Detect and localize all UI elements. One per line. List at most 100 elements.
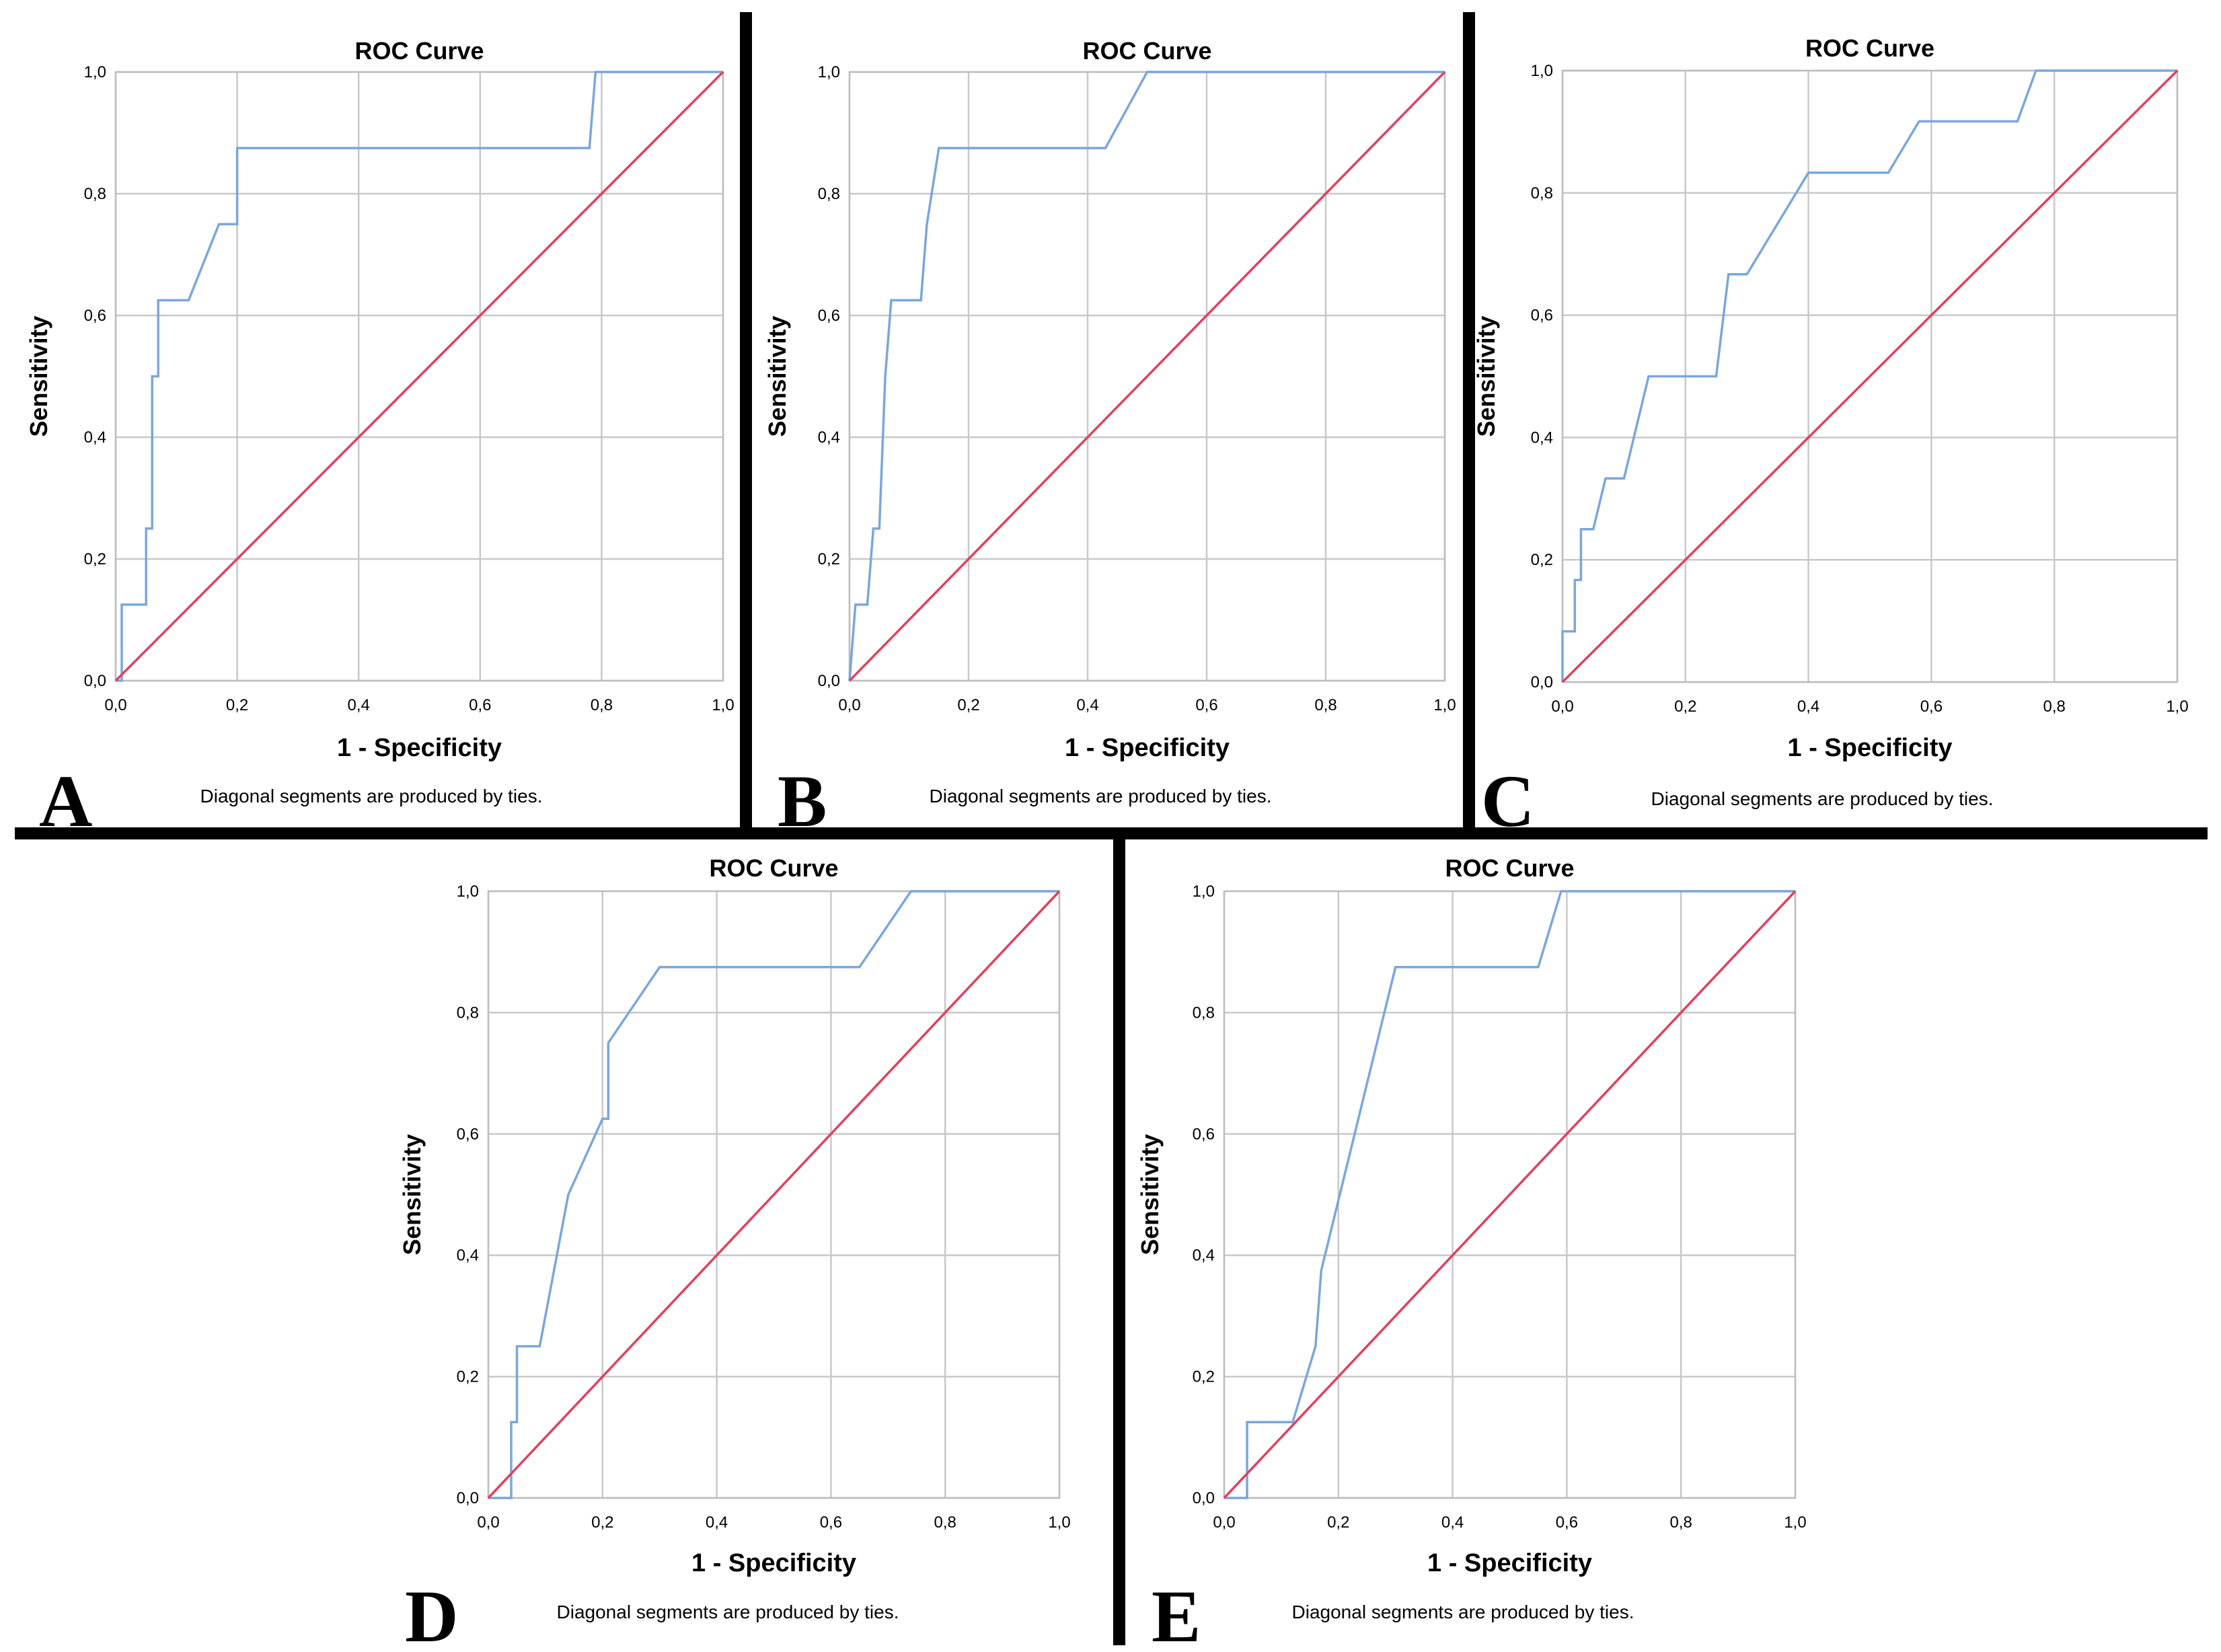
- x-tick-label: 0,2: [1674, 698, 1696, 716]
- y-tick-label: 0,4: [84, 428, 106, 447]
- y-tick-label: 1,0: [1193, 883, 1215, 901]
- ties-footnote: Diagonal segments are produced by ties.: [1292, 1602, 1634, 1622]
- x-tick-label: 0,6: [820, 1513, 842, 1532]
- ties-footnote: Diagonal segments are produced by ties.: [930, 786, 1272, 806]
- divider-vertical-top-left: [740, 12, 752, 827]
- chart-title: ROC Curve: [1445, 854, 1574, 882]
- roc-curve-line: [488, 890, 1059, 1499]
- x-tick-label: 0,0: [104, 696, 126, 714]
- y-tick-label: 0,0: [1193, 1489, 1215, 1507]
- divider-vertical-bottom: [1113, 839, 1125, 1645]
- y-tick-label: 0,8: [1531, 184, 1553, 202]
- roc-curve-line: [848, 71, 1445, 681]
- x-tick-label: 0,0: [1551, 698, 1573, 716]
- panel-letter: B: [778, 760, 827, 842]
- y-axis-label: Sensitivity: [25, 315, 52, 437]
- chart-title: ROC Curve: [1082, 37, 1211, 65]
- panel-d: 0,0 0,2 0,4 0,6 0,8 1,0 0,0 0,2 0,4 0,6 0,8 1,0 ROC …: [398, 854, 1071, 1652]
- panel-b: 0,0 0,2 0,4 0,6 0,8 1,0 0,0 0,2 0,4 0,6 0,8 1,0 ROC …: [763, 37, 1456, 842]
- y-tick-label: 0,6: [1531, 307, 1553, 325]
- y-tick-label: 0,0: [1531, 673, 1553, 691]
- plot-frame: [1223, 890, 1797, 1499]
- panel-letter: E: [1152, 1575, 1201, 1652]
- y-tick-label: 0,4: [457, 1246, 479, 1265]
- x-tick-label: 0,0: [477, 1513, 499, 1532]
- x-tick-label: 0,4: [348, 696, 370, 714]
- x-tick-label: 0,0: [1213, 1513, 1235, 1532]
- x-tick-label: 0,2: [226, 696, 248, 714]
- x-tick-label: 0,6: [1556, 1513, 1578, 1532]
- ties-footnote: Diagonal segments are produced by ties.: [1651, 788, 1994, 809]
- panel-e: 0,0 0,2 0,4 0,6 0,8 1,0 0,0 0,2 0,4 0,6 0,8 1,0 ROC …: [1136, 854, 1807, 1652]
- y-tick-label: 0,6: [818, 307, 840, 325]
- reference-line: [1223, 890, 1797, 1499]
- x-tick-label: 0,6: [1920, 698, 1943, 716]
- x-tick-label: 0,4: [1441, 1513, 1464, 1532]
- y-tick-label: 0,2: [457, 1368, 479, 1386]
- x-tick-label: 1,0: [1433, 696, 1456, 714]
- y-tick-label: 0,4: [818, 428, 840, 447]
- chart-title: ROC Curve: [354, 37, 484, 65]
- y-tick-label: 0,8: [818, 185, 840, 203]
- reference-line: [487, 890, 1061, 1499]
- x-tick-label: 0,6: [1195, 696, 1217, 714]
- x-tick-label: 1,0: [712, 696, 734, 714]
- panel-letter: C: [1481, 760, 1534, 842]
- y-tick-label: 0,2: [1193, 1368, 1215, 1386]
- roc-curve-line: [1561, 69, 2177, 682]
- ties-footnote: Diagonal segments are produced by ties.: [200, 786, 543, 806]
- x-tick-label: 0,8: [591, 696, 613, 714]
- x-tick-label: 1,0: [1784, 1513, 1806, 1532]
- plot-frame: [1561, 69, 2179, 683]
- y-tick-label: 0,0: [457, 1489, 479, 1507]
- plot-frame: [487, 890, 1061, 1499]
- chart-title: ROC Curve: [709, 854, 838, 882]
- chart-title: ROC Curve: [1805, 34, 1934, 62]
- x-axis-label: 1 - Specificity: [1788, 734, 1953, 762]
- plot-frame: [114, 71, 724, 682]
- x-axis-label: 1 - Specificity: [337, 734, 502, 762]
- x-tick-label: 0,4: [1797, 698, 1819, 716]
- reference-line: [114, 71, 724, 682]
- y-axis-label: Sensitivity: [1472, 315, 1500, 437]
- x-tick-label: 0,8: [934, 1513, 956, 1532]
- y-tick-label: 0,6: [1193, 1125, 1215, 1143]
- x-tick-label: 0,4: [1076, 696, 1098, 714]
- x-axis-label: 1 - Specificity: [1065, 734, 1230, 762]
- x-tick-label: 0,2: [1327, 1513, 1349, 1532]
- y-tick-label: 0,4: [1531, 428, 1553, 447]
- x-axis-label: 1 - Specificity: [1427, 1549, 1592, 1577]
- y-tick-label: 1,0: [84, 63, 106, 81]
- panel-c: 0,0 0,2 0,4 0,6 0,8 1,0 0,0 0,2 0,4 0,6 0,8 1,0 ROC …: [1472, 34, 2189, 842]
- divider-vertical-top-right: [1463, 12, 1475, 827]
- reference-line: [1561, 69, 2179, 683]
- x-tick-label: 1,0: [2166, 698, 2188, 716]
- y-tick-label: 0,4: [1193, 1246, 1215, 1265]
- y-tick-label: 0,6: [84, 307, 106, 325]
- y-axis-label: Sensitivity: [763, 315, 791, 437]
- divider-horizontal-middle: [15, 827, 2208, 839]
- panel-a: 0,0 0,2 0,4 0,6 0,8 1,0 0,0 0,2 0,4 0,6 0,8 1,0 ROC …: [25, 37, 735, 842]
- panel-letter: A: [39, 760, 92, 842]
- panel-dividers: [15, 12, 2208, 1645]
- y-tick-label: 1,0: [457, 883, 479, 901]
- x-tick-label: 0,8: [2043, 698, 2066, 716]
- panel-letter: D: [405, 1575, 458, 1652]
- x-tick-label: 0,8: [1670, 1513, 1692, 1532]
- y-axis-label: Sensitivity: [398, 1134, 426, 1255]
- y-tick-label: 1,0: [1531, 62, 1553, 80]
- panels: 0,0 0,2 0,4 0,6 0,8 1,0 0,0 0,2 0,4 0,6 0,8 1,0 ROC …: [25, 34, 2189, 1652]
- y-tick-label: 0,8: [457, 1004, 479, 1022]
- roc-curve-line: [116, 71, 723, 682]
- y-tick-label: 0,2: [84, 550, 106, 568]
- y-tick-label: 1,0: [818, 63, 840, 81]
- y-tick-label: 0,8: [84, 185, 106, 203]
- y-tick-label: 0,8: [1193, 1004, 1215, 1022]
- x-tick-label: 0,2: [591, 1513, 613, 1532]
- y-tick-label: 0,0: [818, 672, 840, 690]
- x-tick-label: 0,2: [957, 696, 979, 714]
- ties-footnote: Diagonal segments are produced by ties.: [557, 1602, 899, 1622]
- x-axis-label: 1 - Specificity: [691, 1549, 856, 1577]
